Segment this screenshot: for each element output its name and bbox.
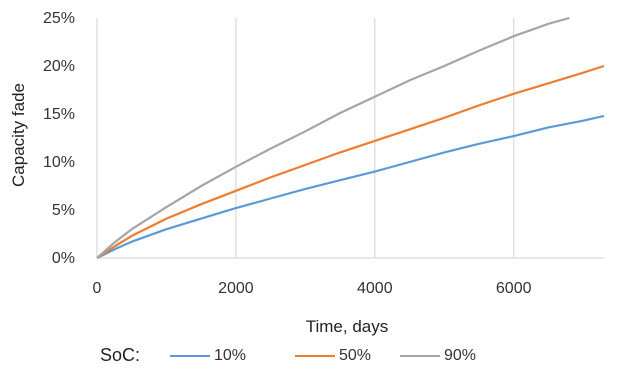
legend-swatch-50 bbox=[295, 355, 335, 357]
y-tick-label: 20% bbox=[43, 58, 75, 75]
chart-canvas: 0 2000 4000 6000 0% 5% 10% 15% 20% 25% Time, days… bbox=[9, 10, 605, 336]
y-tick-label: 15% bbox=[43, 106, 75, 123]
legend-item-50: 50% bbox=[295, 347, 371, 365]
y-axis-title: Capacity fade bbox=[9, 83, 28, 187]
legend-label-90: 90% bbox=[444, 347, 477, 364]
gridlines bbox=[96, 18, 604, 259]
series-line-50 bbox=[96, 64, 605, 259]
x-tick-label: 2000 bbox=[218, 280, 254, 297]
x-tick-label: 6000 bbox=[496, 280, 532, 297]
legend: SoC: 10% 50% 90% bbox=[0, 345, 619, 373]
y-tick-label: 25% bbox=[43, 10, 75, 27]
legend-label-50: 50% bbox=[339, 347, 372, 364]
x-tick-label: 0 bbox=[93, 280, 102, 297]
legend-label-10: 10% bbox=[214, 347, 247, 364]
legend-swatch-90 bbox=[400, 355, 440, 357]
tick-labels: 0 2000 4000 6000 0% 5% 10% 15% 20% 25% bbox=[43, 10, 532, 297]
legend-item-90: 90% bbox=[400, 347, 476, 365]
series-lines bbox=[96, 16, 605, 259]
x-tick-label: 4000 bbox=[357, 280, 393, 297]
legend-swatch-10 bbox=[170, 355, 210, 357]
x-axis-title: Time, days bbox=[306, 317, 389, 336]
legend-item-10: 10% bbox=[170, 347, 246, 365]
y-tick-label: 0% bbox=[52, 250, 75, 267]
legend-title: SoC: bbox=[100, 345, 141, 365]
y-tick-label: 5% bbox=[52, 202, 75, 219]
y-tick-label: 10% bbox=[43, 154, 75, 171]
series-line-90 bbox=[96, 16, 570, 259]
series-line-10 bbox=[96, 114, 605, 259]
